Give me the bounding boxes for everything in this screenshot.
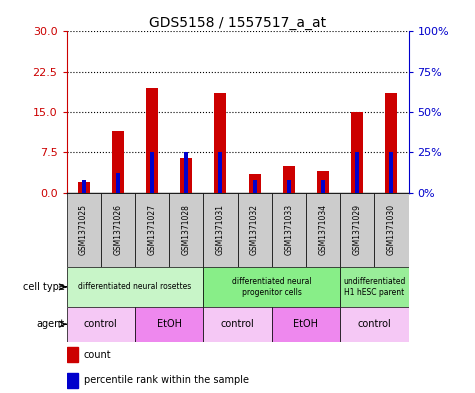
FancyBboxPatch shape	[66, 193, 101, 267]
Text: control: control	[357, 319, 391, 329]
Title: GDS5158 / 1557517_a_at: GDS5158 / 1557517_a_at	[149, 17, 326, 30]
Bar	[385, 93, 398, 193]
Bar	[116, 173, 120, 193]
Text: GSM1371025: GSM1371025	[79, 204, 88, 255]
Bar	[66, 373, 78, 388]
FancyBboxPatch shape	[340, 267, 408, 307]
Bar	[77, 182, 90, 193]
Bar	[112, 131, 124, 193]
Bar	[150, 152, 154, 193]
FancyBboxPatch shape	[203, 193, 238, 267]
Text: GSM1371029: GSM1371029	[353, 204, 361, 255]
FancyBboxPatch shape	[272, 307, 340, 342]
Bar	[287, 180, 291, 193]
Text: differentiated neural rosettes: differentiated neural rosettes	[78, 283, 191, 291]
Text: undifferentiated
H1 hESC parent: undifferentiated H1 hESC parent	[343, 277, 406, 297]
Bar	[248, 174, 261, 193]
FancyBboxPatch shape	[340, 193, 374, 267]
Text: GSM1371034: GSM1371034	[319, 204, 327, 255]
Bar	[180, 158, 192, 193]
Text: EtOH: EtOH	[294, 319, 318, 329]
Bar	[321, 180, 325, 193]
Text: EtOH: EtOH	[157, 319, 181, 329]
Bar	[146, 88, 158, 193]
Text: GSM1371027: GSM1371027	[148, 204, 156, 255]
Text: agent: agent	[37, 319, 65, 329]
Text: cell type: cell type	[23, 282, 65, 292]
FancyBboxPatch shape	[135, 193, 169, 267]
FancyBboxPatch shape	[340, 307, 408, 342]
Bar	[317, 171, 329, 193]
Bar	[390, 152, 393, 193]
Text: GSM1371033: GSM1371033	[285, 204, 293, 255]
Bar	[218, 152, 222, 193]
FancyBboxPatch shape	[66, 307, 135, 342]
Text: GSM1371030: GSM1371030	[387, 204, 396, 255]
FancyBboxPatch shape	[66, 267, 203, 307]
Text: GSM1371032: GSM1371032	[250, 204, 259, 255]
Text: differentiated neural
progenitor cells: differentiated neural progenitor cells	[232, 277, 312, 297]
Bar	[253, 180, 256, 193]
FancyBboxPatch shape	[203, 307, 272, 342]
FancyBboxPatch shape	[135, 307, 203, 342]
FancyBboxPatch shape	[169, 193, 203, 267]
Text: percentile rank within the sample: percentile rank within the sample	[84, 375, 248, 385]
Bar	[82, 180, 85, 193]
FancyBboxPatch shape	[306, 193, 340, 267]
FancyBboxPatch shape	[238, 193, 272, 267]
Text: control: control	[220, 319, 255, 329]
FancyBboxPatch shape	[203, 267, 340, 307]
FancyBboxPatch shape	[272, 193, 306, 267]
Bar	[66, 347, 78, 362]
Text: count: count	[84, 350, 111, 360]
Bar	[214, 93, 227, 193]
Bar	[283, 166, 295, 193]
Text: GSM1371028: GSM1371028	[182, 204, 190, 255]
Text: GSM1371026: GSM1371026	[114, 204, 122, 255]
Text: GSM1371031: GSM1371031	[216, 204, 225, 255]
Bar	[355, 152, 359, 193]
Bar	[184, 152, 188, 193]
FancyBboxPatch shape	[374, 193, 408, 267]
FancyBboxPatch shape	[101, 193, 135, 267]
Bar	[351, 112, 363, 193]
Text: control: control	[84, 319, 118, 329]
